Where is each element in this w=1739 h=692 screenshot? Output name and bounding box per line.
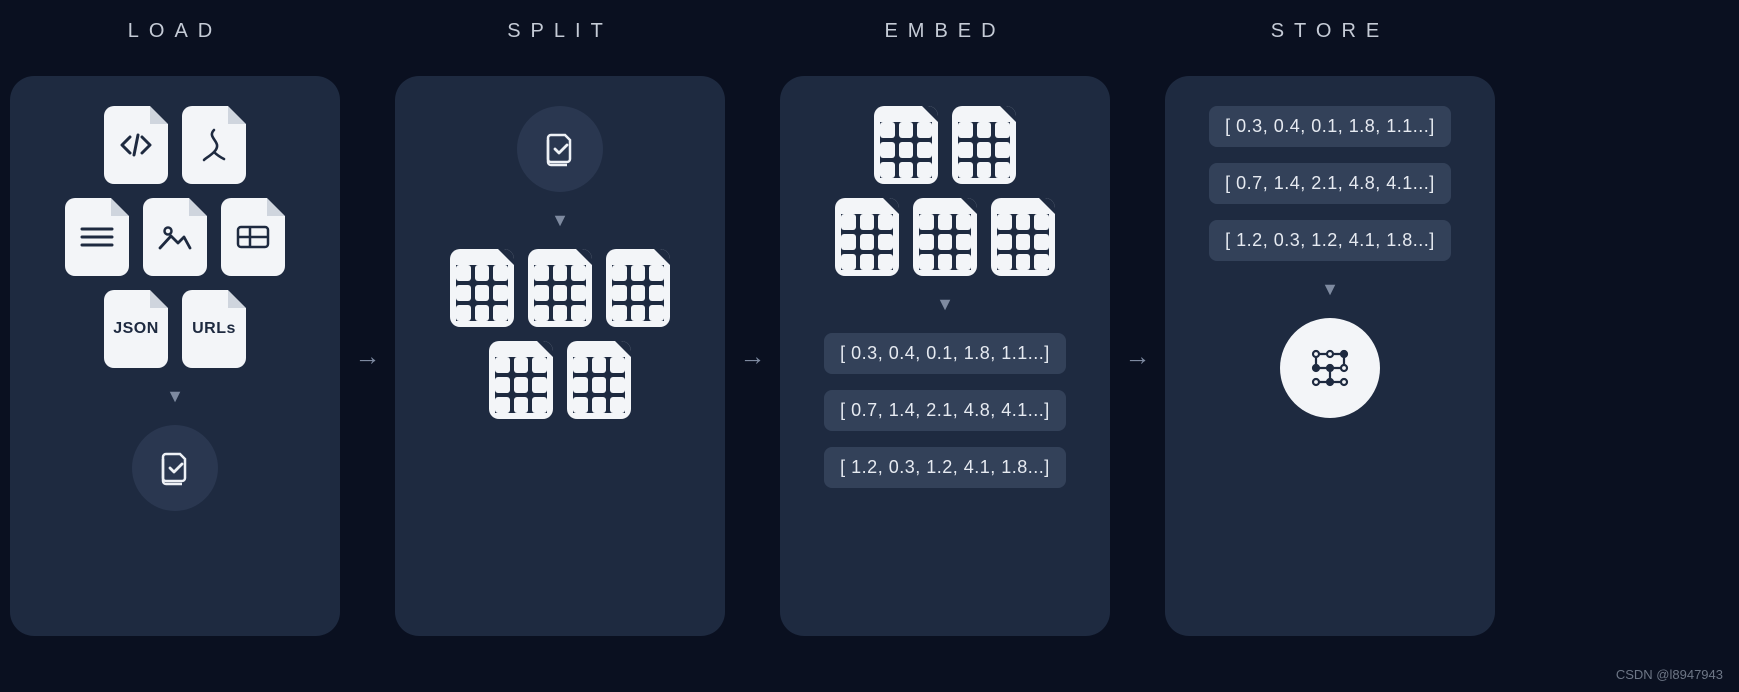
chunk-tile-icon [991,198,1055,276]
arrow-load-to-split: → [340,76,395,636]
chunk-tile-icon [835,198,899,276]
card-split: ▼ [395,76,725,636]
arrow-right-icon: → [1125,341,1151,372]
stage-title-split: SPLIT [507,20,613,46]
vector-value: [ 0.3, 0.4, 0.1, 1.8, 1.1...] [1209,106,1451,147]
vector-value: [ 0.7, 1.4, 2.1, 4.8, 4.1...] [1209,163,1451,204]
chunk-tile-icon [606,249,670,327]
file-code-icon [104,106,168,184]
file-urls-label: URLs [192,320,236,338]
file-text-icon [65,198,129,276]
arrow-right-icon: → [740,341,766,372]
chunk-row [874,106,1016,184]
split-chunks [450,249,670,419]
chunk-tile-icon [913,198,977,276]
chunk-tile-icon [450,249,514,327]
arrow-embed-to-store: → [1110,76,1165,636]
card-store: [ 0.3, 0.4, 0.1, 1.8, 1.1...] [ 0.7, 1.4,… [1165,76,1495,636]
file-urls-icon: URLs [182,290,246,368]
chunk-row [450,249,670,327]
store-vectors: [ 0.3, 0.4, 0.1, 1.8, 1.1...] [ 0.7, 1.4,… [1209,106,1451,261]
chevron-down-icon: ▼ [1321,279,1339,300]
file-image-icon [143,198,207,276]
stage-load: LOAD [10,20,340,636]
card-load: JSON URLs ▼ [10,76,340,636]
arrow-split-to-embed: → [725,76,780,636]
chunk-tile-icon [874,106,938,184]
vector-value: [ 0.3, 0.4, 0.1, 1.8, 1.1...] [824,333,1066,374]
chunk-tile-icon [489,341,553,419]
vector-db-icon [1280,318,1380,418]
stage-embed: EMBED ▼ [ 0.3, 0.4, 0.1, 1.8, 1.1...][ 0… [780,20,1110,636]
embed-chunks [835,106,1055,276]
chunk-row [489,341,631,419]
file-json-label: JSON [113,320,159,338]
stage-title-embed: EMBED [884,20,1005,46]
arrow-right-icon: → [355,341,381,372]
chevron-down-icon: ▼ [551,210,569,231]
file-table-icon [221,198,285,276]
vector-value: [ 1.2, 0.3, 1.2, 4.1, 1.8...] [824,447,1066,488]
file-json-icon: JSON [104,290,168,368]
watermark: CSDN @l8947943 [1616,667,1723,682]
pipeline-diagram: LOAD [0,0,1739,636]
doc-check-icon [132,425,218,511]
vector-value: [ 1.2, 0.3, 1.2, 4.1, 1.8...] [1209,220,1451,261]
stage-title-store: STORE [1271,20,1390,46]
chunk-tile-icon [567,341,631,419]
chevron-down-icon: ▼ [166,386,184,407]
embed-vectors: [ 0.3, 0.4, 0.1, 1.8, 1.1...] [ 0.7, 1.4,… [824,333,1066,488]
load-file-grid: JSON URLs [65,106,285,368]
chevron-down-icon: ▼ [936,294,954,315]
stage-split: SPLIT ▼ [395,20,725,636]
vector-value: [ 0.7, 1.4, 2.1, 4.8, 4.1...] [824,390,1066,431]
card-embed: ▼ [ 0.3, 0.4, 0.1, 1.8, 1.1...] [ 0.7, 1.… [780,76,1110,636]
doc-check-icon [517,106,603,192]
chunk-tile-icon [952,106,1016,184]
stage-store: STORE [ 0.3, 0.4, 0.1, 1.8, 1.1...] [ 0.7… [1165,20,1495,636]
chunk-tile-icon [528,249,592,327]
file-pdf-icon [182,106,246,184]
chunk-row [835,198,1055,276]
stage-title-load: LOAD [128,20,222,46]
